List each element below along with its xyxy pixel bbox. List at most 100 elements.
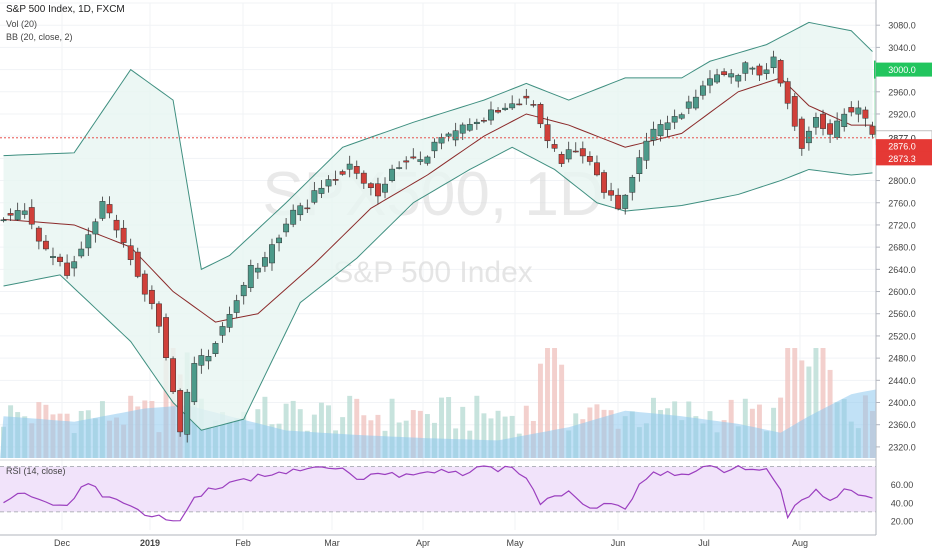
candle-body[interactable] [495, 109, 501, 113]
candle-body[interactable] [473, 121, 480, 125]
candle-body[interactable] [608, 190, 615, 196]
candle-body[interactable] [297, 205, 304, 216]
candle-body[interactable] [57, 256, 63, 262]
candle-body[interactable] [601, 172, 607, 193]
time-tick-label[interactable]: 2019 [140, 538, 160, 548]
candle-body[interactable] [382, 183, 388, 193]
candle-body[interactable] [678, 114, 685, 119]
candle-body[interactable] [325, 179, 332, 187]
candle-body[interactable] [707, 78, 713, 86]
candle-body[interactable] [629, 176, 636, 193]
candle-body[interactable] [247, 264, 254, 288]
candle-body[interactable] [848, 107, 855, 113]
candle-body[interactable] [148, 289, 155, 304]
candle-body[interactable] [509, 103, 516, 109]
candle-body[interactable] [523, 95, 530, 99]
candle-body[interactable] [141, 273, 148, 295]
time-tick-label[interactable]: Mar [324, 538, 340, 548]
candle-body[interactable] [714, 74, 720, 83]
price-tick-label[interactable]: 2360.0 [888, 420, 916, 430]
candle-body[interactable] [332, 179, 339, 181]
candle-body[interactable] [530, 104, 537, 106]
time-tick-label[interactable]: Jul [698, 538, 710, 548]
candle-body[interactable] [466, 124, 473, 131]
candle-body[interactable] [820, 113, 826, 129]
price-tick-label[interactable]: 2680.0 [888, 243, 916, 253]
price-tick-label[interactable]: 2320.0 [888, 442, 916, 452]
candle-body[interactable] [699, 85, 706, 96]
price-axis[interactable]: 2320.0 2360.0 2400.0 2440.0 2480.0 2520.0 2560… [875, 0, 932, 550]
candle-body[interactable] [855, 107, 862, 115]
candle-body[interactable] [537, 104, 544, 125]
candle-body[interactable] [685, 101, 692, 109]
time-tick-label[interactable]: Dec [54, 538, 71, 548]
candle-body[interactable] [410, 156, 417, 159]
price-tick-label[interactable]: 2440.0 [888, 376, 916, 386]
candle-body[interactable] [784, 81, 791, 104]
time-tick-label[interactable]: Apr [416, 538, 430, 548]
price-tick-label[interactable]: 2640.0 [888, 265, 916, 275]
candle-body[interactable] [728, 73, 735, 78]
candle-body[interactable] [869, 125, 876, 135]
candle-body[interactable] [367, 183, 374, 188]
candle-body[interactable] [346, 163, 353, 170]
price-tick-label[interactable]: 2480.0 [888, 354, 916, 364]
candle-body[interactable] [841, 113, 848, 127]
candle-body[interactable] [85, 234, 92, 249]
candle-body[interactable] [170, 358, 177, 393]
candle-body[interactable] [664, 122, 671, 130]
candle-body[interactable] [424, 156, 431, 164]
candle-body[interactable] [360, 172, 367, 184]
candle-body[interactable] [261, 257, 268, 267]
candle-body[interactable] [78, 248, 85, 257]
candle-body[interactable] [106, 204, 113, 214]
rsi-tick-label[interactable]: 20.00 [891, 516, 914, 526]
candle-body[interactable] [304, 207, 311, 210]
candle-body[interactable] [290, 209, 297, 225]
candle-body[interactable] [240, 284, 247, 297]
candle-body[interactable] [756, 65, 763, 76]
candle-body[interactable] [488, 109, 494, 121]
candle-body[interactable] [177, 390, 184, 433]
candle-body[interactable] [735, 75, 742, 82]
candle-body[interactable] [28, 207, 35, 225]
candle-body[interactable] [42, 240, 49, 250]
candle-body[interactable] [226, 314, 233, 328]
candlestick-series[interactable] [0, 50, 876, 443]
price-tick-label[interactable]: 2600.0 [888, 287, 916, 297]
candle-body[interactable] [657, 124, 664, 137]
candle-body[interactable] [516, 103, 523, 106]
candle-body[interactable] [163, 317, 169, 358]
candle-body[interactable] [594, 162, 600, 176]
candle-body[interactable] [219, 326, 226, 336]
candle-body[interactable] [565, 149, 572, 160]
candle-body[interactable] [459, 124, 466, 134]
time-axis[interactable]: Dec 2019 Feb Mar Apr May Jun Jul Aug [0, 534, 876, 548]
candle-body[interactable] [50, 256, 56, 258]
candle-body[interactable] [64, 262, 71, 276]
candle-body[interactable] [21, 210, 28, 215]
candle-body[interactable] [721, 71, 728, 75]
candle-body[interactable] [834, 120, 841, 138]
candle-body[interactable] [770, 56, 777, 69]
candle-body[interactable] [615, 194, 622, 210]
rsi-panel[interactable] [0, 459, 932, 522]
time-tick-label[interactable]: Feb [235, 538, 251, 548]
time-tick-label[interactable]: May [506, 538, 524, 548]
candle-body[interactable] [191, 363, 198, 403]
price-tick-label[interactable]: 2560.0 [888, 309, 916, 319]
candle-body[interactable] [113, 219, 120, 231]
candle-body[interactable] [445, 133, 452, 137]
candle-body[interactable] [480, 120, 487, 122]
candle-body[interactable] [502, 107, 509, 110]
candle-body[interactable] [671, 116, 678, 123]
price-tick-label[interactable]: 2720.0 [888, 220, 916, 230]
candle-body[interactable] [636, 157, 643, 174]
rsi-line[interactable] [3, 464, 873, 522]
candle-body[interactable] [438, 137, 445, 144]
candle-body[interactable] [572, 150, 579, 153]
candle-body[interactable] [579, 148, 586, 157]
candle-body[interactable] [813, 117, 819, 128]
